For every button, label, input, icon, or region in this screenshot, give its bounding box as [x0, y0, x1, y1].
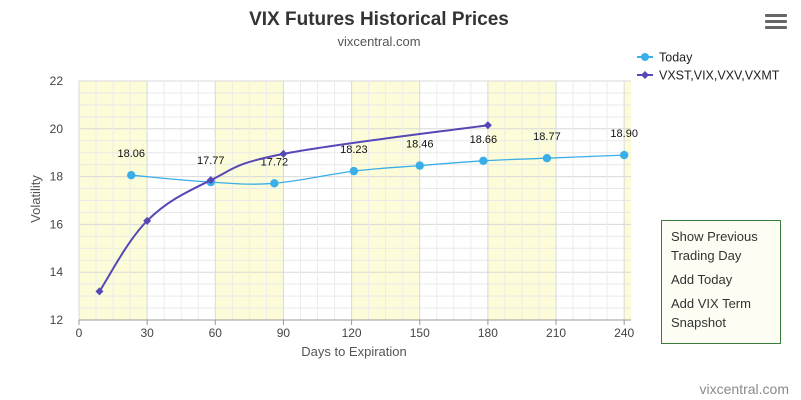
x-tick-label: 180: [478, 326, 498, 340]
series-layer: 18.06 17.77 17.72 18.23 18.46 18.66 18.77 18.90: [95, 121, 638, 296]
data-point: [349, 166, 359, 176]
data-label: 18.06: [117, 148, 145, 160]
x-tick-label: 90: [277, 326, 291, 340]
data-label: 18.66: [470, 134, 498, 146]
chart-options-menu: Show Previous Trading Day Add Today Add …: [661, 220, 781, 344]
x-axis-label: Days to Expiration: [301, 344, 407, 359]
axes: 0 30 60 90 120 150 180 210 240 12 14 16 18 20 22: [50, 74, 635, 340]
data-point: [479, 156, 488, 166]
data-label: 17.72: [261, 156, 289, 168]
data-point: [483, 121, 492, 130]
x-tick-label: 210: [546, 326, 566, 340]
y-tick-label: 18: [50, 170, 64, 184]
data-point: [143, 216, 152, 225]
data-label: 18.46: [406, 139, 434, 151]
gridlines: [78, 80, 631, 321]
add-vix-term-snapshot-button[interactable]: Add VIX Term Snapshot: [671, 296, 751, 330]
x-tick-label: 240: [614, 326, 634, 340]
chart-menu-button[interactable]: [765, 14, 787, 34]
x-tick-label: 30: [140, 326, 154, 340]
legend-item[interactable]: Today: [637, 51, 693, 65]
data-point: [270, 179, 279, 188]
data-point: [206, 176, 215, 185]
data-label: 17.77: [197, 155, 225, 167]
y-tick-label: 12: [50, 313, 64, 327]
data-label: 18.23: [340, 144, 368, 156]
x-tick-label: 60: [209, 326, 223, 340]
y-tick-label: 14: [50, 265, 64, 279]
y-tick-label: 22: [50, 74, 64, 88]
y-tick-label: 20: [50, 122, 64, 136]
data-point: [279, 149, 288, 158]
legend-item[interactable]: VXST,VIX,VXV,VXMT: [637, 69, 780, 83]
x-tick-label: 0: [76, 326, 83, 340]
y-tick-label: 16: [50, 217, 64, 231]
menu-icon: [765, 20, 787, 23]
y-axis-label: Volatility: [28, 175, 43, 223]
data-point: [415, 161, 424, 170]
legend-label: Today: [659, 51, 693, 65]
series-line: [98, 124, 489, 292]
menu-icon: [765, 26, 787, 29]
credit-text[interactable]: vixcentral.com: [699, 381, 789, 397]
data-point: [127, 170, 136, 180]
legend-label: VXST,VIX,VXV,VXMT: [659, 69, 780, 83]
x-tick-label: 120: [342, 326, 362, 340]
show-previous-trading-day-button[interactable]: Show Previous Trading Day: [671, 229, 758, 263]
add-today-button[interactable]: Add Today: [671, 272, 733, 287]
legend-marker: [641, 53, 649, 61]
data-point: [95, 287, 104, 296]
chart-title: VIX Futures Historical Prices: [249, 9, 509, 30]
data-point: [619, 150, 629, 160]
x-tick-label: 150: [410, 326, 430, 340]
menu-icon: [765, 14, 787, 17]
data-label: 18.77: [533, 131, 561, 143]
data-point: [542, 153, 552, 163]
legend[interactable]: Today VXST,VIX,VXV,VXMT: [637, 51, 780, 83]
chart-subtitle: vixcentral.com: [337, 34, 420, 49]
data-label: 18.90: [610, 128, 638, 140]
legend-marker: [641, 71, 649, 79]
